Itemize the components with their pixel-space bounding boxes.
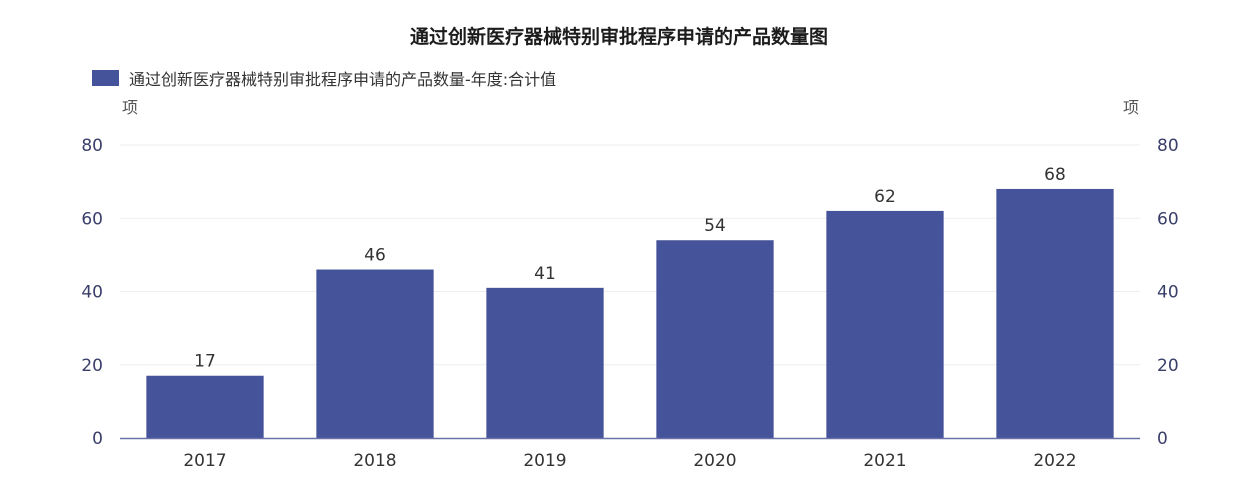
bar-2019 <box>486 287 604 438</box>
x-tick-label-2020: 2020 <box>693 451 736 471</box>
y-axis-left: 0 20 40 60 80 <box>81 136 103 449</box>
y-axis-unit-left: 项 <box>122 98 139 117</box>
legend-label: 通过创新医疗器械特别审批程序申请的产品数量-年度:合计值 <box>129 70 557 89</box>
legend-swatch <box>92 70 119 86</box>
gridlines <box>120 144 1140 366</box>
y-tick-label-right: 80 <box>1157 136 1179 156</box>
x-tick-label-2017: 2017 <box>183 451 226 471</box>
data-label-2021: 62 <box>874 187 896 207</box>
data-label-2019: 41 <box>534 264 556 284</box>
x-tick-label-2021: 2021 <box>863 451 906 471</box>
bar-2020 <box>656 240 774 438</box>
data-label-2018: 46 <box>364 246 386 266</box>
data-labels: 17 46 41 54 62 68 <box>194 165 1066 372</box>
y-tick-label-right: 20 <box>1157 356 1179 376</box>
x-axis: 2017 2018 2019 2020 2021 2022 <box>183 451 1076 471</box>
data-label-2020: 54 <box>704 216 726 236</box>
data-label-2022: 68 <box>1044 165 1066 185</box>
legend: 通过创新医疗器械特别审批程序申请的产品数量-年度:合计值 <box>92 66 556 90</box>
chart-title: 通过创新医疗器械特别审批程序申请的产品数量图 <box>409 26 828 48</box>
data-label-2017: 17 <box>194 352 216 372</box>
x-tick-label-2019: 2019 <box>523 451 566 471</box>
y-axis-unit-right: 项 <box>1123 98 1140 117</box>
bar-2017 <box>146 375 264 438</box>
bar-2022 <box>996 188 1114 438</box>
x-tick-label-2018: 2018 <box>353 451 396 471</box>
y-tick-label-left: 60 <box>81 209 103 229</box>
y-tick-label-right: 0 <box>1157 429 1168 449</box>
bars <box>146 188 1114 438</box>
y-axis-right: 0 20 40 60 80 <box>1157 136 1179 449</box>
y-tick-label-right: 40 <box>1157 283 1179 303</box>
y-tick-label-left: 40 <box>81 283 103 303</box>
y-tick-label-right: 60 <box>1157 209 1179 229</box>
x-tick-label-2022: 2022 <box>1033 451 1076 471</box>
y-tick-label-left: 0 <box>92 429 103 449</box>
bar-2021 <box>826 210 944 438</box>
bar-2018 <box>316 269 434 438</box>
y-tick-label-left: 20 <box>81 356 103 376</box>
y-tick-label-left: 80 <box>81 136 103 156</box>
